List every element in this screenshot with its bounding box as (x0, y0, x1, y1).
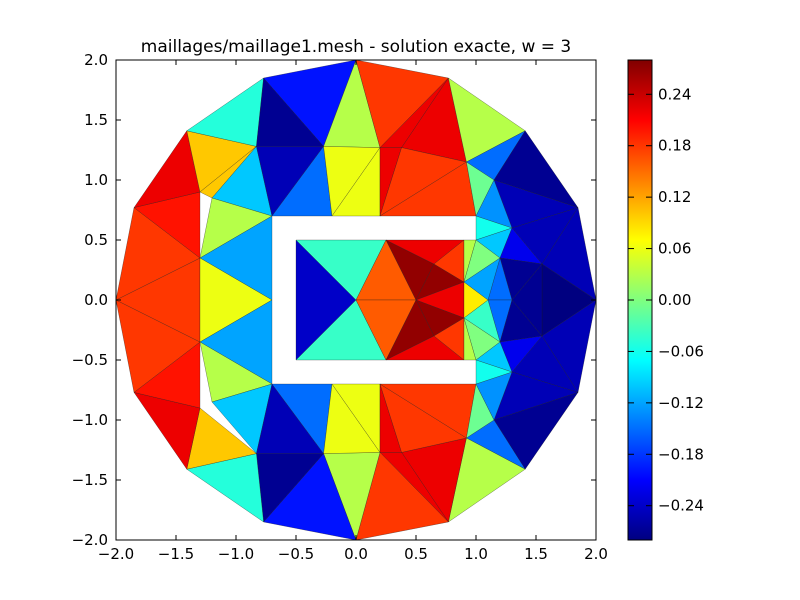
y-tick-label: 2.0 (84, 51, 108, 69)
y-tick-label: −1.0 (72, 411, 108, 429)
y-tick-label: 1.5 (84, 111, 108, 129)
y-tick-label: −0.5 (72, 351, 108, 369)
colorbar-ticks: 0.24 0.18 0.12 0.06 0.00 −0.06 −0.12 −0.18 −0.24 (628, 85, 704, 515)
colorbar-tick-label: 0.00 (658, 291, 691, 309)
colorbar-tick-label: −0.12 (658, 394, 704, 412)
mesh-triangle (463, 257, 501, 301)
colorbar: 0.24 0.18 0.12 0.06 0.00 −0.06 −0.12 −0.18 −0.24 (627, 59, 704, 541)
colorbar-tick-label: 0.12 (658, 188, 691, 206)
y-tick-label: −2.0 (72, 531, 108, 549)
x-tick-label: −0.5 (278, 545, 314, 563)
colorbar-tick-label: 0.18 (658, 137, 691, 155)
colorbar-tick-label: 0.24 (658, 85, 691, 103)
x-tick-label: 2.0 (584, 545, 608, 563)
mesh-triangle (475, 359, 513, 385)
plot-area: −2.0 −1.5 −1.0 −0.5 0.0 0.5 1.0 1.5 2.0 2.0 1.5 1.… (72, 51, 608, 563)
x-tick-label: −1.0 (218, 545, 254, 563)
y-tick-label: 0.0 (84, 291, 108, 309)
x-tick-label: 1.0 (464, 545, 488, 563)
x-tick-label: 1.5 (524, 545, 548, 563)
y-axis: 2.0 1.5 1.0 0.5 0.0 −0.5 −1.0 −1.5 −2.0 (72, 51, 596, 549)
mesh-layer (115, 59, 597, 541)
chart-title: maillages/maillage1.mesh - solution exac… (141, 37, 571, 57)
x-tick-label: −2.0 (98, 545, 134, 563)
y-tick-label: −1.5 (72, 471, 108, 489)
colorbar-tick-label: 0.06 (658, 240, 691, 258)
y-tick-label: 0.5 (84, 231, 108, 249)
colorbar-tick-label: −0.24 (658, 497, 704, 515)
y-tick-label: 1.0 (84, 171, 108, 189)
colorbar-tick-label: −0.06 (658, 342, 704, 360)
x-tick-label: 0.5 (404, 545, 428, 563)
x-tick-label: 0.0 (344, 545, 368, 563)
x-axis: −2.0 −1.5 −1.0 −0.5 0.0 0.5 1.0 1.5 2.0 (98, 60, 608, 563)
x-tick-label: −1.5 (158, 545, 194, 563)
colorbar-tick-label: −0.18 (658, 445, 704, 463)
